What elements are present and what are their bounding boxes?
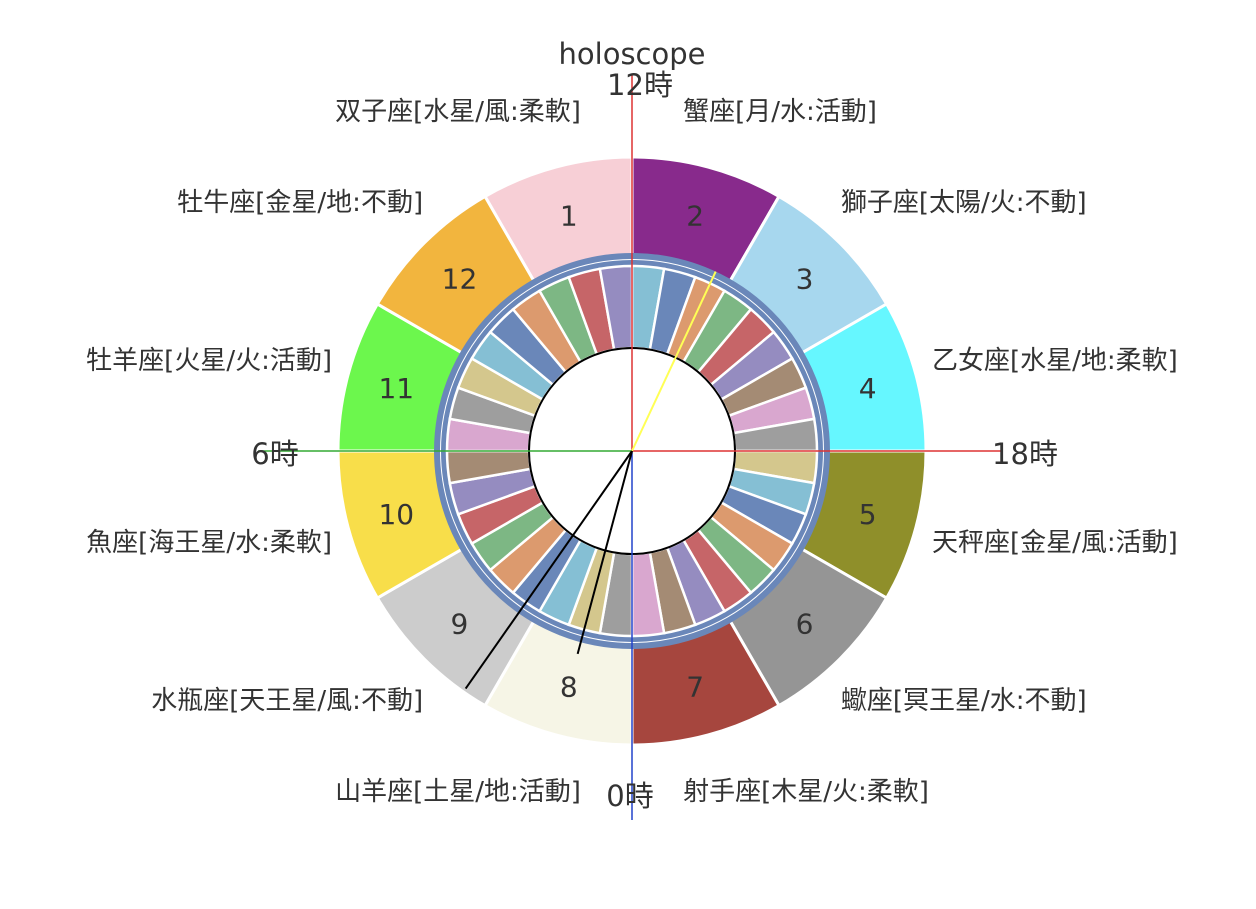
house-number-12: 12 xyxy=(442,262,478,295)
chart-title: holoscope xyxy=(559,37,706,71)
sign-label-10: 魚座[海王星/水:柔軟] xyxy=(86,528,332,558)
house-number-7: 7 xyxy=(686,671,704,704)
sign-label-9: 水瓶座[天王星/風:不動] xyxy=(151,686,423,716)
hour-label-left: 6時 xyxy=(251,437,298,471)
house-number-10: 10 xyxy=(378,498,414,531)
sign-label-12: 牡牛座[金星/地:不動] xyxy=(177,188,423,218)
sign-label-4: 乙女座[水星/地:柔軟] xyxy=(932,346,1178,376)
hour-label-bottom: 0時 xyxy=(606,779,653,813)
sign-label-11: 牡羊座[火星/火:活動] xyxy=(86,346,332,376)
house-number-2: 2 xyxy=(686,199,704,232)
sign-label-1: 双子座[水星/風:柔軟] xyxy=(335,97,581,127)
house-number-8: 8 xyxy=(560,671,578,704)
hour-label-right: 18時 xyxy=(992,437,1058,471)
house-number-4: 4 xyxy=(859,372,877,405)
clock-hands xyxy=(464,271,717,690)
sign-label-3: 獅子座[太陽/火:不動] xyxy=(841,188,1087,218)
house-number-3: 3 xyxy=(796,262,814,295)
sign-label-2: 蟹座[月/水:活動] xyxy=(683,97,877,127)
hour-axes xyxy=(258,74,1003,820)
inner-ring xyxy=(445,264,819,638)
sign-label-6: 蠍座[冥王星/水:不動] xyxy=(841,686,1087,716)
labels: 1 双子座[水星/風:柔軟] 2 蟹座[月/水:活動] 3 獅子座[太陽/火:不動] 4 乙女… xyxy=(86,97,1178,807)
sign-label-5: 天秤座[金星/風:活動] xyxy=(932,528,1178,558)
hand-yellow xyxy=(631,271,717,452)
house-number-9: 9 xyxy=(451,608,469,641)
house-number-5: 5 xyxy=(859,498,877,531)
house-number-6: 6 xyxy=(796,608,814,641)
house-number-11: 11 xyxy=(378,372,414,405)
hand-long xyxy=(464,450,633,690)
hour-label-top: 12時 xyxy=(607,68,673,102)
sign-label-8: 山羊座[土星/地:活動] xyxy=(335,777,581,807)
sign-label-7: 射手座[木星/火:柔軟] xyxy=(683,777,929,807)
hand-short xyxy=(576,450,633,655)
house-number-1: 1 xyxy=(560,199,578,232)
